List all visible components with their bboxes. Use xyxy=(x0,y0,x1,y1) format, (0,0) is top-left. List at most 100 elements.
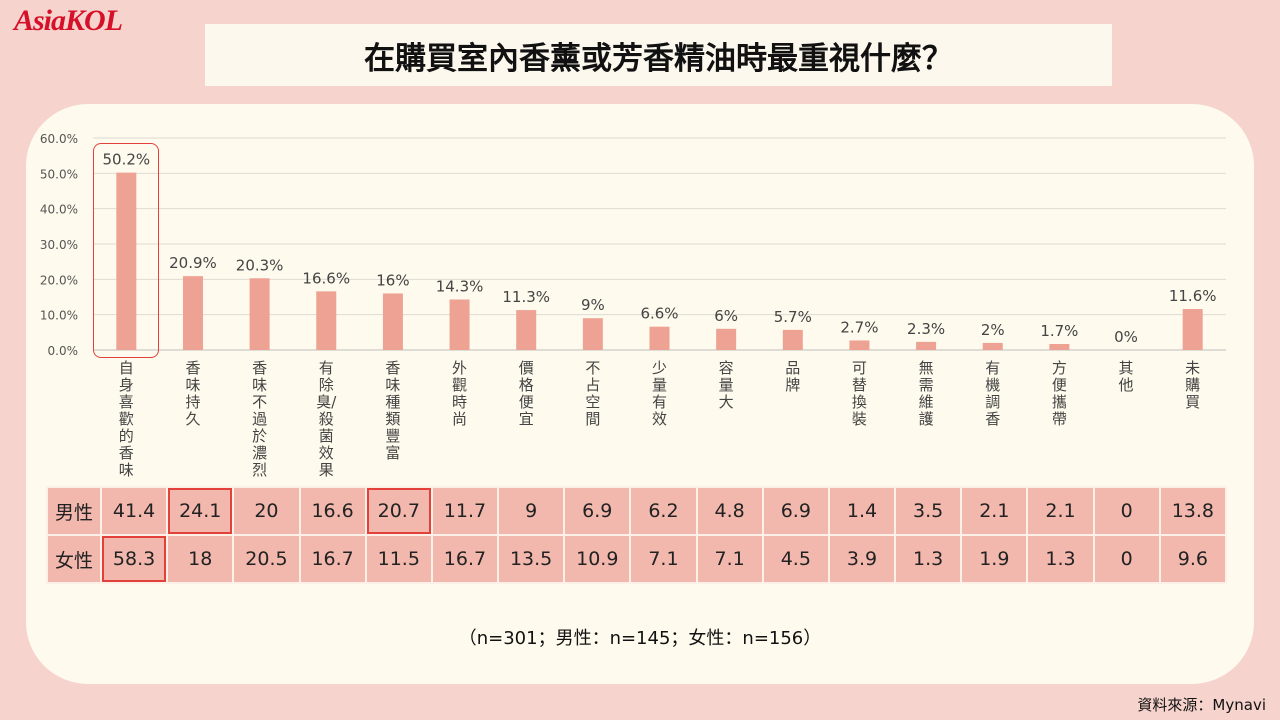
data-label: 0% xyxy=(1114,328,1138,346)
bar xyxy=(1182,309,1203,350)
table-cell: 1.3 xyxy=(1026,534,1095,584)
table-cell: 4.8 xyxy=(695,486,764,536)
table-row: 男性 41.4 24.1 20 16.6 20.7 11.7 9 6.9 6.2 4.8 6.9 1.4… xyxy=(46,486,1228,536)
data-label: 9% xyxy=(581,296,605,314)
table-row: 女性 58.3 18 20.5 16.7 11.5 16.7 13.5 10.9 7.1 7.1 4.… xyxy=(46,534,1228,584)
title-banner: 在購買室內香薰或芳香精油時最重視什麼？ xyxy=(205,24,1112,86)
table-cell: 7.1 xyxy=(629,534,698,584)
table-cell: 20 xyxy=(232,486,301,536)
data-label: 1.7% xyxy=(1040,322,1078,340)
table-cell: 11.7 xyxy=(430,486,500,536)
table-cell: 16.6 xyxy=(298,486,367,536)
table-cell: 1.9 xyxy=(960,534,1029,584)
category-label: 方便攜帶 xyxy=(1051,359,1067,428)
data-label: 11.3% xyxy=(502,288,550,306)
data-label: 20.9% xyxy=(169,254,217,272)
data-label: 2% xyxy=(981,321,1005,339)
table-cell: 10.9 xyxy=(563,534,632,584)
gender-breakdown-table: 男性 41.4 24.1 20 16.6 20.7 11.7 9 6.9 6.2 4.8 6.9 1.4… xyxy=(46,486,1228,584)
data-label: 6% xyxy=(714,307,738,325)
table-cell: 3.5 xyxy=(894,486,963,536)
table-cell: 2.1 xyxy=(1026,486,1095,536)
table-cell: 16.7 xyxy=(430,534,500,584)
category-label: 香味不過於濃烈 xyxy=(252,359,268,479)
table-cell: 20.5 xyxy=(232,534,301,584)
bar xyxy=(649,326,670,350)
y-tick-label: 60.0% xyxy=(40,132,78,146)
category-label: 價格便宜 xyxy=(518,359,534,428)
data-label: 50.2% xyxy=(102,151,150,169)
bar xyxy=(1049,343,1070,350)
table-cell: 0 xyxy=(1092,486,1161,536)
data-label: 6.6% xyxy=(640,305,678,323)
bar xyxy=(249,278,270,350)
table-cell: 11.5 xyxy=(364,534,433,584)
data-label: 16.6% xyxy=(302,269,350,287)
table-cell: 58.3 xyxy=(99,534,169,584)
category-label: 香味持久 xyxy=(185,359,201,428)
category-label: 香味種類豐富 xyxy=(385,359,401,462)
table-cell: 9 xyxy=(497,486,566,536)
bar xyxy=(782,329,803,350)
bar xyxy=(849,340,870,350)
table-cell: 24.1 xyxy=(166,486,235,536)
y-tick-label: 20.0% xyxy=(40,273,78,287)
category-label: 自身喜歡的香味 xyxy=(118,359,134,479)
table-cell: 1.3 xyxy=(894,534,963,584)
category-label: 少量有效 xyxy=(651,359,667,428)
table-cell: 2.1 xyxy=(960,486,1029,536)
table-cell: 7.1 xyxy=(695,534,764,584)
table-cell: 9.6 xyxy=(1158,534,1228,584)
category-label: 有機調香 xyxy=(985,359,1001,428)
data-label: 16% xyxy=(376,271,409,289)
table-cell: 6.2 xyxy=(629,486,698,536)
table-cell: 16.7 xyxy=(298,534,367,584)
bar xyxy=(382,293,403,350)
table-cell: 3.9 xyxy=(827,534,897,584)
row-label: 男性 xyxy=(46,486,102,536)
y-tick-label: 30.0% xyxy=(40,238,78,252)
data-label: 20.3% xyxy=(236,256,284,274)
y-tick-label: 50.0% xyxy=(40,167,78,181)
bar xyxy=(516,310,537,350)
data-label: 2.3% xyxy=(907,320,945,338)
category-label: 其他 xyxy=(1118,359,1134,394)
table-cell: 0 xyxy=(1092,534,1161,584)
chart-panel xyxy=(26,104,1254,684)
bar xyxy=(116,172,137,350)
bar xyxy=(716,328,737,350)
category-label: 可替換裝 xyxy=(851,359,867,428)
asiakol-logo: AsiaKOL xyxy=(14,4,123,37)
table-cell: 6.9 xyxy=(563,486,632,536)
table-cell: 6.9 xyxy=(761,486,830,536)
bar xyxy=(182,276,203,350)
data-label: 2.7% xyxy=(840,318,878,336)
bar xyxy=(316,291,337,350)
highlight-frame-top-category xyxy=(93,143,159,358)
row-label: 女性 xyxy=(46,534,102,584)
data-label: 14.3% xyxy=(436,277,484,295)
category-label: 不占空間 xyxy=(585,359,601,428)
source-credit: 資料來源：Mynavi xyxy=(1137,696,1266,714)
data-label: 5.7% xyxy=(774,308,812,326)
table-cell: 20.7 xyxy=(364,486,433,536)
category-label: 有除臭/殺菌效果 xyxy=(316,359,337,479)
category-label: 品牌 xyxy=(785,359,801,394)
category-label: 外觀時尚 xyxy=(452,359,468,428)
category-label: 無需維護 xyxy=(918,359,934,428)
data-label: 11.6% xyxy=(1169,287,1217,305)
table-cell: 13.5 xyxy=(497,534,566,584)
y-tick-label: 40.0% xyxy=(40,203,78,217)
page-title: 在購買室內香薰或芳香精油時最重視什麼？ xyxy=(364,40,953,77)
bar xyxy=(916,341,937,350)
table-cell: 18 xyxy=(166,534,235,584)
category-label: 容量大 xyxy=(718,359,734,411)
y-tick-label: 10.0% xyxy=(40,309,78,323)
y-tick-label: 0.0% xyxy=(48,344,79,358)
bar xyxy=(982,342,1003,350)
table-cell: 13.8 xyxy=(1158,486,1228,536)
table-cell: 41.4 xyxy=(99,486,169,536)
table-cell: 1.4 xyxy=(827,486,897,536)
sample-size-note: （n=301；男性：n=145；女性：n=156） xyxy=(458,628,822,649)
